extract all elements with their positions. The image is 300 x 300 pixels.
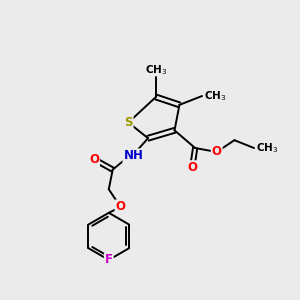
- Text: S: S: [124, 116, 133, 129]
- Text: O: O: [89, 153, 99, 166]
- Text: CH$_3$: CH$_3$: [204, 89, 226, 103]
- Text: CH$_3$: CH$_3$: [256, 141, 278, 155]
- Text: NH: NH: [123, 149, 143, 162]
- Text: O: O: [187, 161, 197, 174]
- Text: CH$_3$: CH$_3$: [145, 64, 167, 77]
- Text: O: O: [116, 200, 126, 213]
- Text: F: F: [105, 254, 113, 266]
- Text: O: O: [212, 146, 222, 158]
